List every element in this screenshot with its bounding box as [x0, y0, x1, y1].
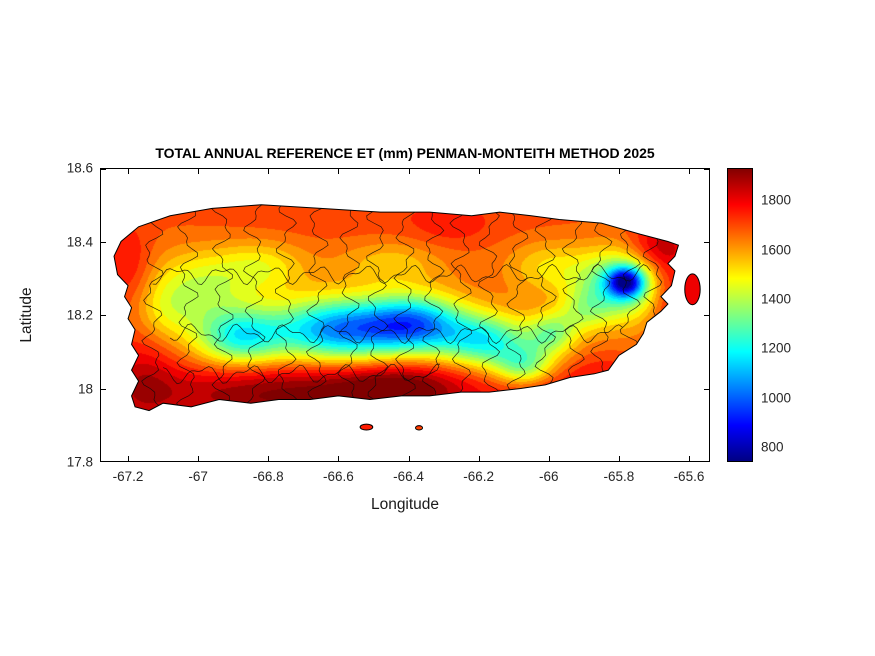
- x-tick-label: -66.4: [393, 469, 424, 484]
- y-tick-label: 18.2: [66, 307, 93, 323]
- colorbar: [727, 168, 753, 462]
- contour-map-canvas: [100, 168, 710, 462]
- colorbar-tick-label: 1400: [761, 291, 792, 307]
- y-tick-label: 18.4: [66, 234, 93, 249]
- colorbar-tick-label: 1600: [761, 242, 792, 258]
- colorbar-tick-label: 800: [761, 439, 784, 455]
- colorbar-tick-label: 1800: [761, 192, 792, 208]
- x-tick-label: -66: [538, 469, 559, 484]
- x-tick-label: -67.2: [112, 469, 144, 484]
- y-tick-label: 18: [77, 381, 93, 396]
- x-tick-label: -66.2: [463, 469, 494, 484]
- x-tick-label: -66.6: [323, 469, 354, 484]
- x-axis-label: Longitude: [370, 496, 440, 513]
- x-tick-label: -67: [188, 469, 208, 484]
- colorbar-tick-label: 1000: [761, 390, 792, 406]
- chart-title: TOTAL ANNUAL REFERENCE ET (mm) PENMAN-MO…: [155, 145, 655, 161]
- x-tick-label: -66.8: [252, 469, 284, 484]
- plot-area: [100, 168, 710, 462]
- y-axis-label: Latitude: [18, 287, 35, 343]
- colorbar-tick-label: 1200: [761, 340, 792, 356]
- x-tick-label: -65.6: [673, 469, 705, 484]
- y-tick-label: 18.6: [66, 160, 93, 176]
- x-tick-label: -65.8: [603, 469, 635, 484]
- y-tick-label: 17.8: [66, 454, 93, 470]
